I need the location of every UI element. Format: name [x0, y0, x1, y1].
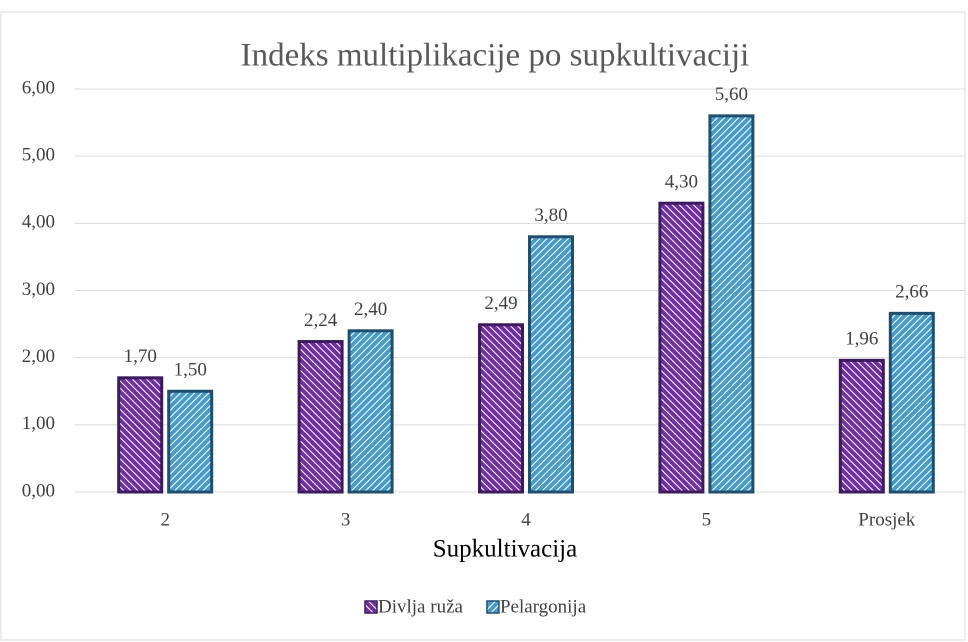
y-tick-label: 0,00: [22, 480, 55, 501]
data-label: 2,49: [484, 293, 517, 314]
data-label: 3,80: [534, 205, 567, 226]
x-tick-label: 5: [702, 509, 712, 530]
y-tick-label: 4,00: [22, 212, 55, 233]
data-label: 1,96: [845, 329, 878, 350]
legend-swatch: [364, 600, 378, 614]
bar: [117, 376, 164, 494]
bar: [708, 114, 755, 494]
y-tick-label: 1,00: [22, 413, 55, 434]
y-tick-label: 6,00: [22, 77, 55, 98]
y-tick-label: 3,00: [22, 279, 55, 300]
data-label: 1,70: [124, 346, 157, 367]
y-tick-label: 5,00: [22, 145, 55, 166]
data-label: 1,50: [174, 360, 207, 381]
bar: [167, 389, 214, 494]
x-axis-title: Supkultivacija: [433, 536, 577, 563]
x-tick-label: 4: [521, 509, 531, 530]
bar: [888, 311, 935, 494]
legend-label: Divlja ruža: [378, 596, 464, 617]
bar: [347, 329, 394, 494]
y-tick-label: 2,00: [22, 346, 55, 367]
bar: [528, 235, 574, 494]
bar: [297, 340, 344, 494]
bar: [838, 358, 885, 494]
data-label: 5,60: [715, 84, 748, 105]
bar: [658, 201, 705, 494]
legend-label: Pelargonija: [500, 596, 587, 617]
data-label: 2,24: [304, 310, 338, 331]
x-tick-label: Prosjek: [858, 509, 916, 530]
bar: [478, 323, 524, 494]
x-tick-label: 3: [341, 509, 351, 530]
data-label: 2,66: [895, 282, 928, 303]
data-label: 4,30: [665, 172, 698, 193]
x-tick-label: 2: [160, 509, 170, 530]
chart-title: Indeks multiplikacije po supkultivaciji: [241, 38, 750, 74]
data-label: 2,40: [354, 299, 387, 320]
legend-swatch: [486, 600, 500, 614]
